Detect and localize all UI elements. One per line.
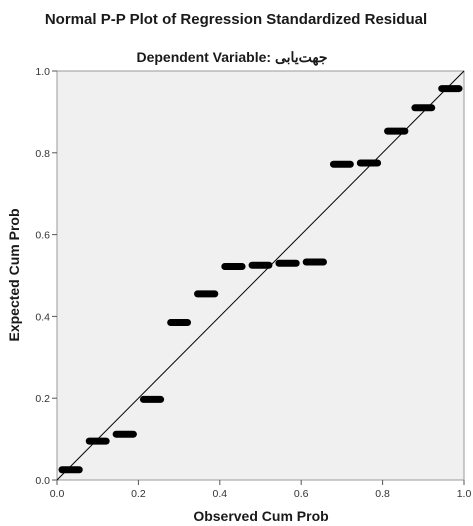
y-tick-label: 0.6: [35, 230, 50, 242]
y-tick-label: 1.0: [35, 66, 50, 78]
chart-subtitle: Dependent Variable: جهت‌یابی: [136, 49, 327, 66]
chart-title: Normal P-P Plot of Regression Standardiz…: [45, 11, 427, 28]
y-tick-label: 0.0: [35, 475, 50, 487]
y-axis-ticks: 0.0 0.2 0.4 0.6 0.8 1.0: [35, 66, 57, 487]
x-axis-ticks: 0.0 0.2 0.4 0.6 0.8 1.0: [50, 480, 472, 500]
x-axis-label: Observed Cum Prob: [193, 508, 328, 524]
y-tick-label: 0.4: [35, 311, 50, 323]
x-tick-label: 0.4: [212, 488, 227, 500]
y-tick-label: 0.8: [35, 148, 50, 160]
x-tick-label: 0.0: [50, 488, 65, 500]
y-tick-label: 0.2: [35, 393, 50, 405]
x-tick-label: 0.6: [294, 488, 309, 500]
x-tick-label: 0.8: [375, 488, 390, 500]
reference-line: [56, 70, 465, 481]
data-points-group: [58, 85, 463, 474]
x-tick-label: 0.2: [131, 488, 146, 500]
y-axis-label: Expected Cum Prob: [6, 208, 22, 341]
x-tick-label: 1.0: [457, 488, 472, 500]
